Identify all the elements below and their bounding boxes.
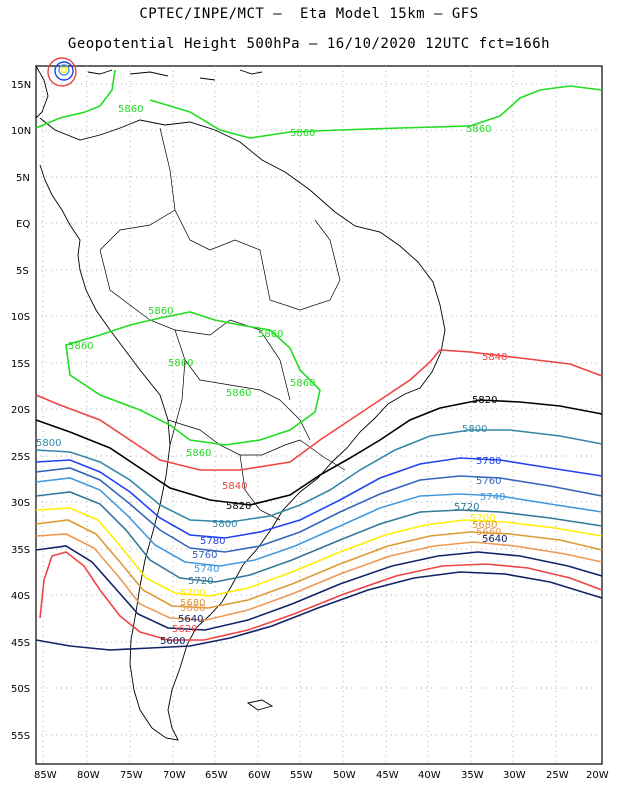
- low-center-ring: [60, 66, 68, 74]
- lon-label: 45W: [376, 770, 399, 781]
- chart-title-line1: CPTEC/INPE/MCT – Eta Model 15km – GFS: [139, 6, 479, 22]
- chart-title-line2: Geopotential Height 500hPa – 16/10/2020 …: [67, 36, 551, 52]
- lat-label: 55S: [11, 731, 30, 742]
- lon-label: 65W: [205, 770, 228, 781]
- contour-label: 5860: [148, 306, 173, 317]
- contour-label: 5860: [118, 104, 143, 115]
- contour-label: 5820: [226, 501, 251, 512]
- contour-label: 5860: [226, 388, 251, 399]
- contour-label: 5660: [476, 527, 501, 538]
- low-center-ring: [54, 61, 74, 81]
- contour-label: 5860: [68, 341, 93, 352]
- lon-label: 85W: [34, 770, 57, 781]
- caribbean-islands: [87, 69, 263, 81]
- lat-label: 35S: [11, 545, 30, 556]
- contour-label: 5820: [472, 395, 497, 406]
- contour-label: 5640: [178, 614, 203, 625]
- lat-label: 30S: [11, 498, 30, 509]
- contour-label: 5780: [200, 536, 225, 547]
- contour-label: 5860: [168, 358, 193, 369]
- contour-5640: [35, 545, 603, 631]
- lon-label: 75W: [120, 770, 143, 781]
- lon-label: 70W: [163, 770, 186, 781]
- contour-label: 5780: [476, 456, 501, 467]
- contour-labels: 5860 5860 5860 5860 5860 5860 5860 5860 …: [36, 104, 507, 647]
- lon-label: 35W: [461, 770, 484, 781]
- contour-label: 5860: [290, 378, 315, 389]
- contour-label: 5800: [36, 438, 61, 449]
- lat-axis-labels: 15N 10N 5N EQ 5S 10S 15S 20S 25S 30S 35S…: [11, 80, 31, 742]
- lon-label: 20W: [586, 770, 609, 781]
- graticule: [36, 66, 602, 764]
- lat-label: EQ: [16, 219, 30, 230]
- lon-label: 55W: [290, 770, 313, 781]
- coastlines-and-borders: [35, 65, 446, 741]
- contours: [35, 57, 603, 651]
- lat-label: 50S: [11, 684, 30, 695]
- falkland-islands: [246, 699, 274, 711]
- contour-label: 5700: [470, 513, 495, 524]
- contour-label: 5640: [482, 534, 507, 545]
- contour-label: 5680: [180, 598, 205, 609]
- contour-5840: [35, 349, 603, 471]
- contour-5700: [35, 507, 603, 597]
- contour-5780: [35, 457, 603, 539]
- lon-label: 60W: [248, 770, 271, 781]
- contour-label: 5860: [466, 124, 491, 135]
- contour-label: 5840: [222, 481, 247, 492]
- contour-label: 5660: [180, 603, 205, 614]
- contour-label: 5680: [472, 520, 497, 531]
- lon-label: 30W: [503, 770, 526, 781]
- lat-label: 25S: [11, 452, 30, 463]
- lon-label: 50W: [333, 770, 356, 781]
- low-center-ring: [58, 64, 70, 76]
- central-america-coastline: [35, 65, 49, 119]
- map-frame: [35, 65, 603, 765]
- contour-label: 5600: [160, 636, 185, 647]
- contour-label: 5740: [480, 492, 505, 503]
- contour-5600: [35, 571, 603, 651]
- contour-5740: [35, 477, 603, 567]
- contour-label: 5720: [188, 576, 213, 587]
- low-center-ring: [47, 57, 77, 87]
- contour-label: 5840: [482, 352, 507, 363]
- contour-label: 5620: [172, 624, 197, 635]
- contour-5760: [35, 467, 603, 553]
- lat-label: 45S: [11, 638, 30, 649]
- contour-5820: [35, 399, 603, 506]
- contour-5860-north: [35, 69, 603, 139]
- contour-label: 5720: [454, 502, 479, 513]
- contour-5720: [35, 491, 603, 583]
- south-america-coastline: [39, 117, 446, 741]
- lat-label: 40S: [11, 591, 30, 602]
- contour-label: 5860: [258, 329, 283, 340]
- contour-5800: [35, 429, 603, 523]
- lat-label: 15N: [11, 80, 31, 91]
- lon-label: 80W: [77, 770, 100, 781]
- lat-label: 15S: [11, 359, 30, 370]
- contour-label: 5760: [192, 550, 217, 561]
- lat-label: 20S: [11, 405, 30, 416]
- contour-5620: [39, 551, 603, 641]
- lon-axis-labels: 85W 80W 75W 70W 65W 60W 55W 50W 45W 40W …: [34, 770, 609, 781]
- contour-label: 5740: [194, 564, 219, 575]
- lat-label: 5S: [16, 266, 29, 277]
- contour-label: 5860: [290, 128, 315, 139]
- contour-5660: [35, 533, 603, 621]
- lat-label: 5N: [16, 173, 30, 184]
- contour-5860-south: [65, 311, 321, 446]
- contour-label: 5800: [462, 424, 487, 435]
- contour-label: 5860: [186, 448, 211, 459]
- country-borders: [99, 127, 346, 521]
- lon-label: 40W: [418, 770, 441, 781]
- contour-5680: [35, 519, 603, 609]
- lon-label: 25W: [546, 770, 569, 781]
- lat-label: 10S: [11, 312, 30, 323]
- contour-label: 5760: [476, 476, 501, 487]
- lat-label: 10N: [11, 126, 31, 137]
- contour-label: 5800: [212, 519, 237, 530]
- contour-label: 5700: [180, 588, 205, 599]
